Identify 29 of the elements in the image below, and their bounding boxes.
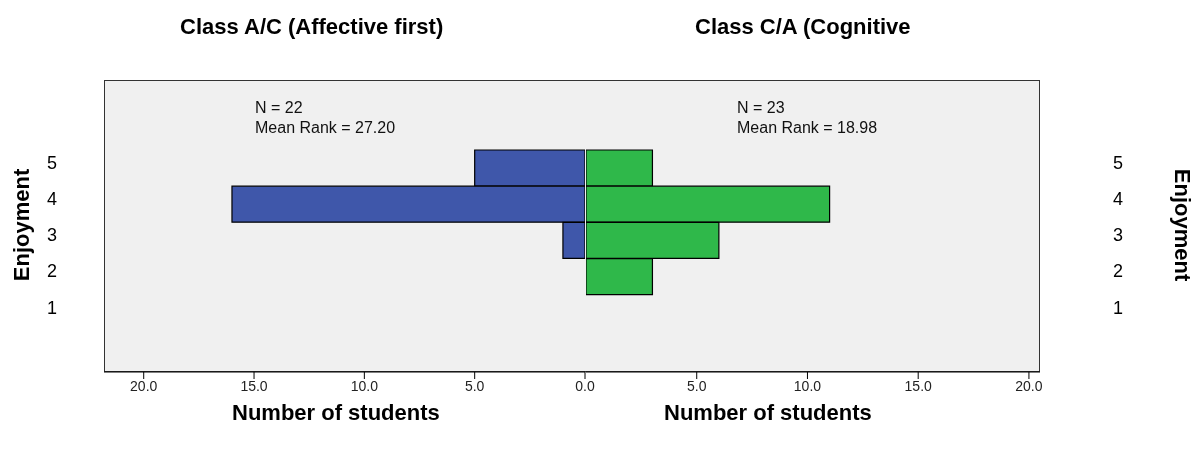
x-axis-title: Number of students (232, 400, 440, 426)
x-tick-label: 5.0 (687, 377, 707, 394)
y-tick-label: 1 (46, 297, 58, 318)
y-tick-label: 5 (46, 152, 58, 173)
y-tick-label: 5 (1112, 152, 1124, 173)
y-tick-label: 4 (1112, 189, 1124, 210)
chart-title: Class A/C (Affective first) (180, 14, 444, 40)
text: N = 23 (737, 98, 786, 118)
y-axis-title: Enjoyment (1169, 168, 1195, 282)
x-tick-label: 0.0 (575, 377, 595, 394)
x-axis-title: Number of students (664, 400, 872, 426)
x-tick-label: 5.0 (464, 377, 485, 394)
y-tick-label: 4 (46, 189, 58, 210)
x-tick-label: 15.0 (904, 377, 933, 394)
text: Mean Rank = 27.20 (255, 118, 396, 138)
x-tick-label: 10.0 (793, 377, 822, 394)
y-tick-label: 3 (46, 225, 58, 246)
text: N = 22 (255, 98, 304, 118)
y-tick-label: 3 (1112, 225, 1124, 246)
y-axis-title: Enjoyment (9, 168, 35, 282)
y-tick-label: 1 (1112, 297, 1124, 318)
chart-title: Class C/A (Cognitive (695, 14, 911, 40)
x-tick-label: 10.0 (350, 377, 379, 394)
y-tick-label: 2 (46, 261, 58, 282)
text: Mean Rank = 18.98 (737, 118, 878, 138)
x-tick-label: 20.0 (1015, 377, 1043, 394)
x-tick-label: 15.0 (240, 377, 268, 394)
y-tick-label: 2 (1112, 261, 1124, 282)
x-tick-label: 20.0 (130, 377, 158, 394)
